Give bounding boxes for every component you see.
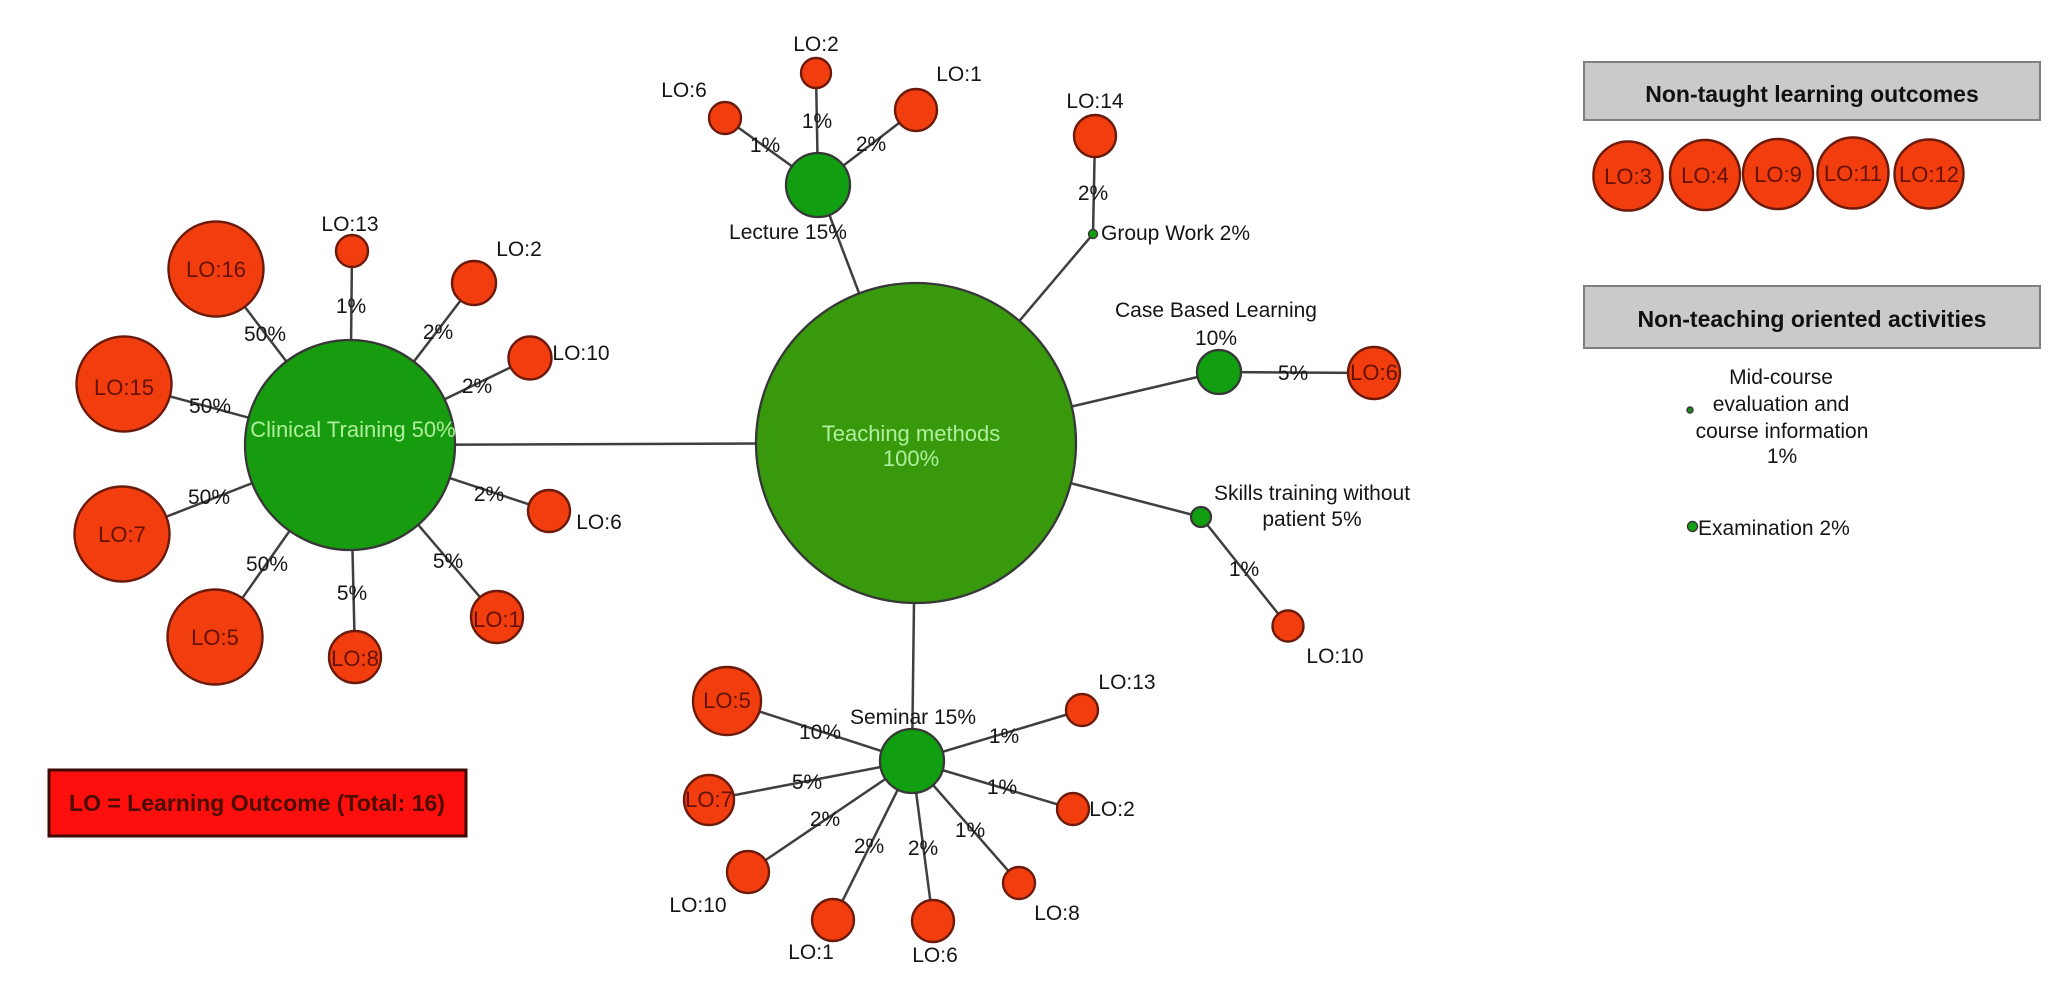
svg-text:patient 5%: patient 5% bbox=[1262, 508, 1361, 531]
svg-text:LO:11: LO:11 bbox=[1824, 161, 1882, 186]
svg-text:2%: 2% bbox=[423, 321, 453, 344]
svg-text:Examination 2%: Examination 2% bbox=[1698, 517, 1850, 540]
svg-text:Group Work 2%: Group Work 2% bbox=[1101, 222, 1250, 245]
svg-text:LO:2: LO:2 bbox=[496, 238, 542, 261]
svg-text:Seminar 15%: Seminar 15% bbox=[850, 706, 976, 729]
svg-text:LO:13: LO:13 bbox=[1098, 671, 1155, 694]
svg-text:1%: 1% bbox=[336, 295, 366, 318]
svg-text:5%: 5% bbox=[337, 582, 367, 605]
svg-text:LO:8: LO:8 bbox=[331, 646, 379, 671]
svg-text:course information: course information bbox=[1696, 420, 1869, 443]
svg-text:10%: 10% bbox=[799, 721, 841, 744]
svg-text:evaluation and: evaluation and bbox=[1713, 393, 1850, 416]
svg-text:2%: 2% bbox=[854, 835, 884, 858]
svg-text:LO:4: LO:4 bbox=[1681, 163, 1729, 188]
svg-text:LO:6: LO:6 bbox=[912, 944, 958, 967]
svg-text:LO:1: LO:1 bbox=[473, 607, 521, 632]
svg-text:LO:1: LO:1 bbox=[788, 941, 834, 964]
svg-text:LO:16: LO:16 bbox=[186, 257, 246, 282]
svg-text:50%: 50% bbox=[244, 323, 286, 346]
svg-text:LO:5: LO:5 bbox=[703, 688, 751, 713]
svg-text:Non-teaching oriented activiti: Non-teaching oriented activities bbox=[1638, 306, 1987, 332]
svg-text:LO:3: LO:3 bbox=[1604, 164, 1652, 189]
svg-text:2%: 2% bbox=[1078, 182, 1108, 205]
svg-text:2%: 2% bbox=[474, 483, 504, 506]
svg-text:5%: 5% bbox=[433, 550, 463, 573]
svg-text:LO:13: LO:13 bbox=[321, 213, 378, 236]
svg-text:LO = Learning Outcome (Total:: LO = Learning Outcome (Total: 16) bbox=[69, 790, 445, 816]
svg-text:LO:1: LO:1 bbox=[936, 63, 982, 86]
svg-text:LO:7: LO:7 bbox=[685, 787, 733, 812]
svg-text:LO:10: LO:10 bbox=[1306, 645, 1363, 668]
svg-text:Teaching methods: Teaching methods bbox=[822, 421, 1001, 446]
svg-text:LO:2: LO:2 bbox=[793, 33, 839, 56]
svg-text:LO:5: LO:5 bbox=[191, 625, 239, 650]
svg-text:Mid-course: Mid-course bbox=[1729, 366, 1833, 389]
svg-text:Lecture 15%: Lecture 15% bbox=[729, 221, 847, 244]
svg-text:LO:6: LO:6 bbox=[576, 511, 622, 534]
svg-text:LO:8: LO:8 bbox=[1034, 902, 1080, 925]
svg-text:50%: 50% bbox=[189, 395, 231, 418]
svg-text:Skills training without: Skills training without bbox=[1214, 482, 1410, 505]
svg-text:50%: 50% bbox=[246, 553, 288, 576]
svg-text:LO:9: LO:9 bbox=[1754, 162, 1802, 187]
svg-text:LO:14: LO:14 bbox=[1066, 90, 1124, 113]
svg-text:LO:15: LO:15 bbox=[94, 375, 154, 400]
svg-text:LO:6: LO:6 bbox=[1350, 360, 1398, 385]
svg-text:100%: 100% bbox=[883, 446, 939, 471]
svg-text:1%: 1% bbox=[955, 819, 985, 842]
svg-text:Non-taught learning outcomes: Non-taught learning outcomes bbox=[1645, 81, 1979, 107]
svg-text:1%: 1% bbox=[802, 110, 832, 133]
svg-text:2%: 2% bbox=[462, 375, 492, 398]
svg-text:Clinical Training 50%: Clinical Training 50% bbox=[250, 417, 455, 442]
svg-text:LO:10: LO:10 bbox=[669, 894, 726, 917]
svg-text:LO:6: LO:6 bbox=[661, 79, 707, 102]
svg-text:1%: 1% bbox=[750, 134, 780, 157]
svg-text:1%: 1% bbox=[1767, 445, 1797, 468]
svg-text:LO:10: LO:10 bbox=[552, 342, 609, 365]
svg-text:50%: 50% bbox=[188, 486, 230, 509]
svg-text:5%: 5% bbox=[1278, 362, 1308, 385]
svg-text:1%: 1% bbox=[1229, 558, 1259, 581]
svg-text:10%: 10% bbox=[1195, 327, 1237, 350]
svg-text:1%: 1% bbox=[987, 776, 1017, 799]
svg-text:LO:7: LO:7 bbox=[98, 522, 146, 547]
svg-text:Case Based Learning: Case Based Learning bbox=[1115, 299, 1317, 322]
svg-text:2%: 2% bbox=[908, 837, 938, 860]
svg-text:2%: 2% bbox=[810, 808, 840, 831]
svg-text:2%: 2% bbox=[856, 133, 886, 156]
svg-text:5%: 5% bbox=[792, 771, 822, 794]
svg-text:LO:2: LO:2 bbox=[1089, 798, 1135, 821]
svg-text:LO:12: LO:12 bbox=[1899, 162, 1959, 187]
svg-text:1%: 1% bbox=[989, 725, 1019, 748]
